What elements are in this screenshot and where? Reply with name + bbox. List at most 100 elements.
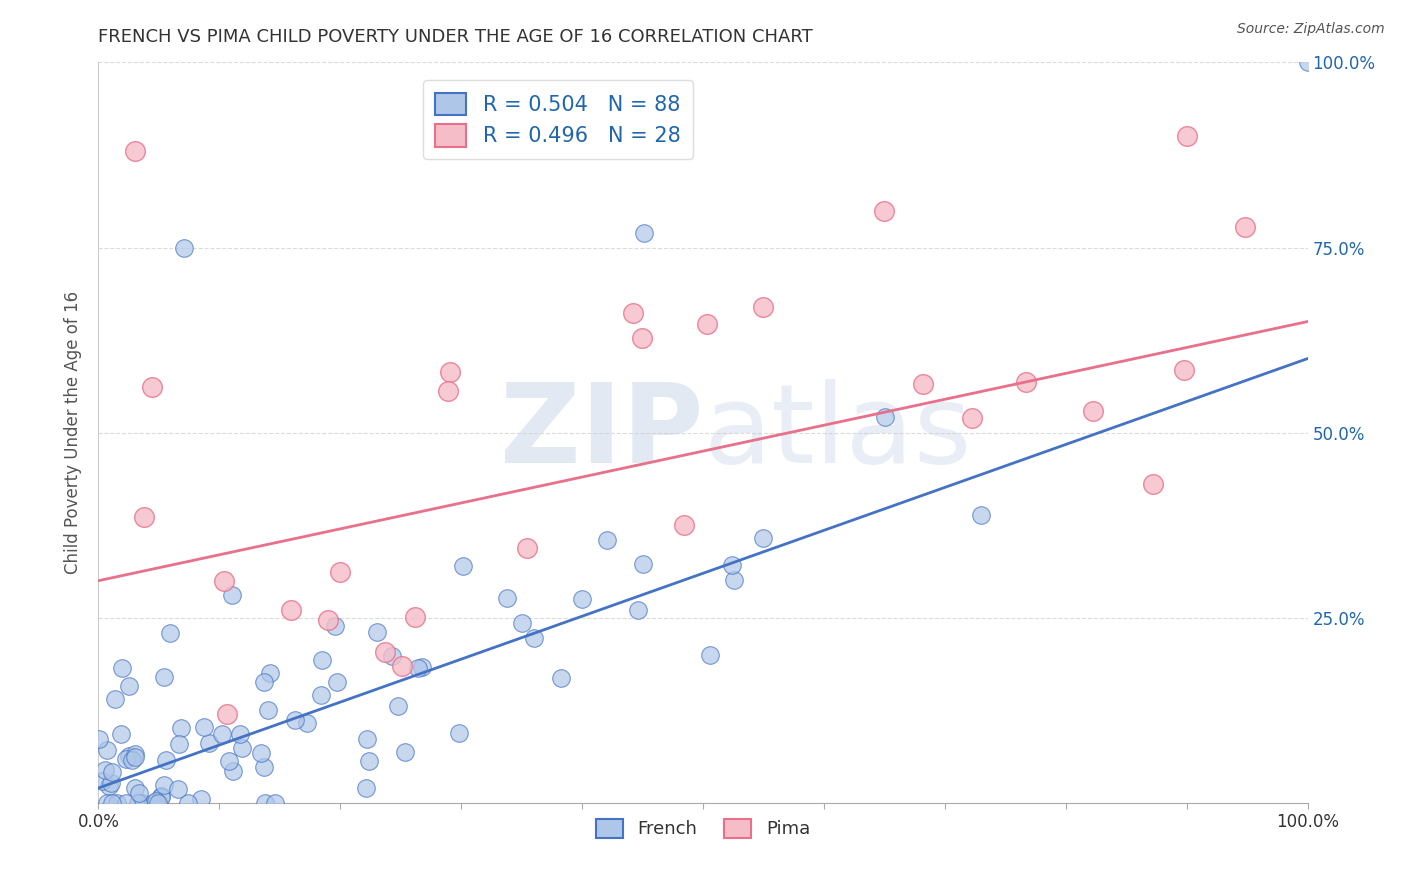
Point: [280, 603, 302, 617]
Point: [318, 613, 340, 627]
Point: [98, 779, 121, 793]
Point: [699, 648, 721, 662]
Point: [394, 745, 416, 759]
Point: [153, 670, 176, 684]
Point: [451, 558, 474, 573]
Point: [155, 753, 177, 767]
Point: [1014, 375, 1036, 389]
Point: [127, 796, 149, 810]
Point: [211, 726, 233, 740]
Point: [1081, 404, 1104, 418]
Point: [516, 541, 538, 556]
Point: [356, 732, 378, 747]
Point: [357, 754, 380, 768]
Point: [193, 720, 215, 734]
Text: ZIP: ZIP: [499, 379, 703, 486]
Point: [311, 653, 333, 667]
Point: [101, 796, 124, 810]
Point: [1234, 219, 1257, 234]
Point: [212, 574, 235, 589]
Point: [696, 317, 718, 331]
Point: [284, 713, 307, 727]
Point: [221, 588, 243, 602]
Point: [873, 203, 896, 218]
Point: [596, 533, 619, 547]
Point: [229, 726, 252, 740]
Point: [250, 747, 273, 761]
Point: [101, 765, 124, 780]
Point: [1175, 129, 1198, 144]
Text: Source: ZipAtlas.com: Source: ZipAtlas.com: [1237, 22, 1385, 37]
Point: [259, 665, 281, 680]
Point: [124, 747, 146, 761]
Point: [723, 573, 745, 587]
Point: [257, 703, 280, 717]
Point: [167, 782, 190, 797]
Point: [323, 619, 346, 633]
Point: [374, 645, 396, 659]
Point: [631, 331, 654, 345]
Point: [124, 145, 146, 159]
Point: [231, 741, 253, 756]
Point: [89, 732, 111, 747]
Point: [128, 796, 150, 810]
Point: [118, 748, 141, 763]
Point: [111, 661, 134, 675]
Point: [94, 764, 117, 778]
Point: [114, 752, 136, 766]
Point: [110, 727, 132, 741]
Point: [142, 796, 165, 810]
Point: [218, 754, 240, 768]
Point: [381, 648, 404, 663]
Point: [105, 796, 128, 810]
Point: [970, 508, 993, 522]
Point: [124, 780, 146, 795]
Point: [91, 774, 114, 789]
Point: [167, 737, 190, 751]
Point: [571, 591, 593, 606]
Point: [523, 631, 546, 645]
Point: [153, 778, 176, 792]
Point: [96, 796, 118, 810]
Point: [721, 558, 744, 572]
Point: [198, 736, 221, 750]
Point: [104, 692, 127, 706]
Point: [354, 781, 377, 796]
Point: [215, 707, 238, 722]
Point: [550, 671, 572, 685]
Point: [387, 699, 409, 714]
Legend: French, Pima: French, Pima: [589, 812, 817, 846]
Point: [627, 603, 650, 617]
Point: [510, 615, 533, 630]
Point: [366, 624, 388, 639]
Point: [391, 659, 413, 673]
Point: [222, 764, 245, 778]
Point: [132, 510, 155, 524]
Point: [131, 796, 153, 810]
Point: [1173, 363, 1195, 377]
Point: [190, 792, 212, 806]
Point: [128, 786, 150, 800]
Point: [329, 566, 352, 580]
Point: [411, 660, 433, 674]
Text: atlas: atlas: [703, 379, 972, 486]
Point: [150, 790, 173, 805]
Point: [873, 410, 896, 425]
Point: [148, 796, 170, 810]
Point: [264, 796, 287, 810]
Point: [309, 689, 332, 703]
Point: [115, 796, 138, 810]
Point: [176, 796, 198, 810]
Point: [254, 796, 277, 810]
Point: [141, 380, 163, 394]
Point: [124, 750, 146, 764]
Point: [118, 679, 141, 693]
Point: [1142, 476, 1164, 491]
Point: [672, 517, 695, 532]
Point: [404, 609, 426, 624]
Point: [437, 384, 460, 398]
Point: [326, 674, 349, 689]
Point: [100, 776, 122, 790]
Point: [149, 789, 172, 803]
Point: [633, 226, 655, 240]
